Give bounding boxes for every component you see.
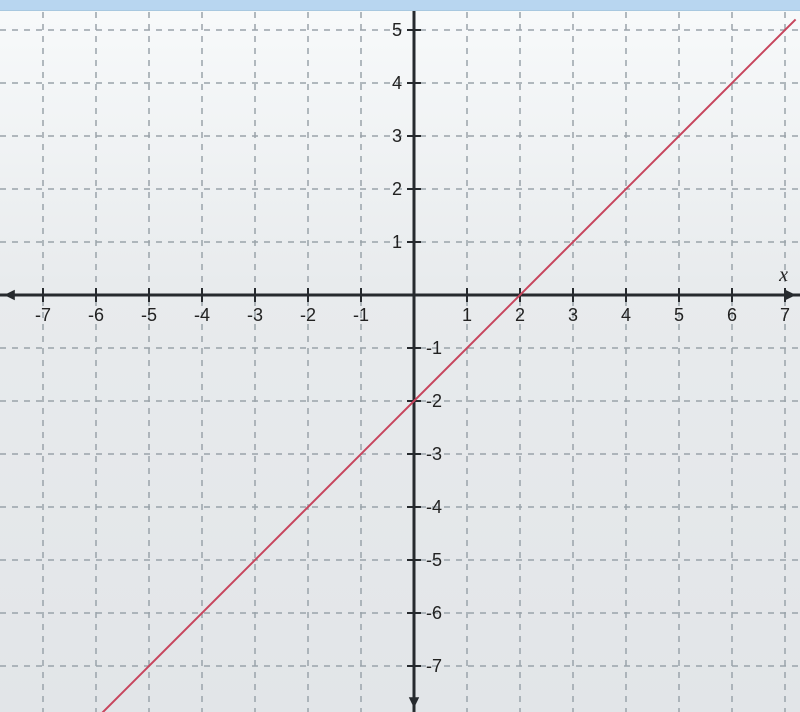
top-bar [0, 0, 800, 11]
x-tick-label: 2 [515, 305, 525, 325]
y-tick-label: 3 [392, 126, 402, 146]
x-tick-label: -7 [35, 305, 51, 325]
y-tick-label: -3 [426, 444, 442, 464]
y-tick-label: 5 [392, 20, 402, 40]
x-tick-label: -2 [300, 305, 316, 325]
axis-arrow [4, 290, 15, 300]
y-tick-label: -7 [426, 656, 442, 676]
y-tick-label: -5 [426, 550, 442, 570]
y-tick-label: 4 [392, 73, 402, 93]
x-tick-label: -3 [247, 305, 263, 325]
y-tick-label: -4 [426, 497, 442, 517]
y-tick-label: -6 [426, 603, 442, 623]
x-tick-label: 5 [674, 305, 684, 325]
y-tick-label: 1 [392, 232, 402, 252]
axis-arrow [785, 290, 796, 300]
x-tick-label: -5 [141, 305, 157, 325]
x-tick-label: -6 [88, 305, 104, 325]
y-tick-label: -2 [426, 391, 442, 411]
axis-arrow [409, 697, 419, 708]
x-tick-label: 3 [568, 305, 578, 325]
x-tick-label: 4 [621, 305, 631, 325]
x-tick-label: 1 [462, 305, 472, 325]
x-tick-label: 6 [727, 305, 737, 325]
x-tick-label: -1 [353, 305, 369, 325]
y-tick-label: 2 [392, 179, 402, 199]
x-axis-label: x [778, 264, 788, 286]
x-tick-label: 7 [780, 305, 790, 325]
x-tick-label: -4 [194, 305, 210, 325]
chart-container: -7 -6 -5 -4 -3 -2 -1 1 2 3 4 5 6 7 1 2 3 4 5 -1 -2 -3 -4 -5 -6 -7… [0, 0, 800, 712]
y-tick-label: -1 [426, 338, 442, 358]
cartesian-plot: -7 -6 -5 -4 -3 -2 -1 1 2 3 4 5 6 7 1 2 3 4 5 -1 -2 -3 -4 -5 -6 -7… [0, 0, 800, 712]
